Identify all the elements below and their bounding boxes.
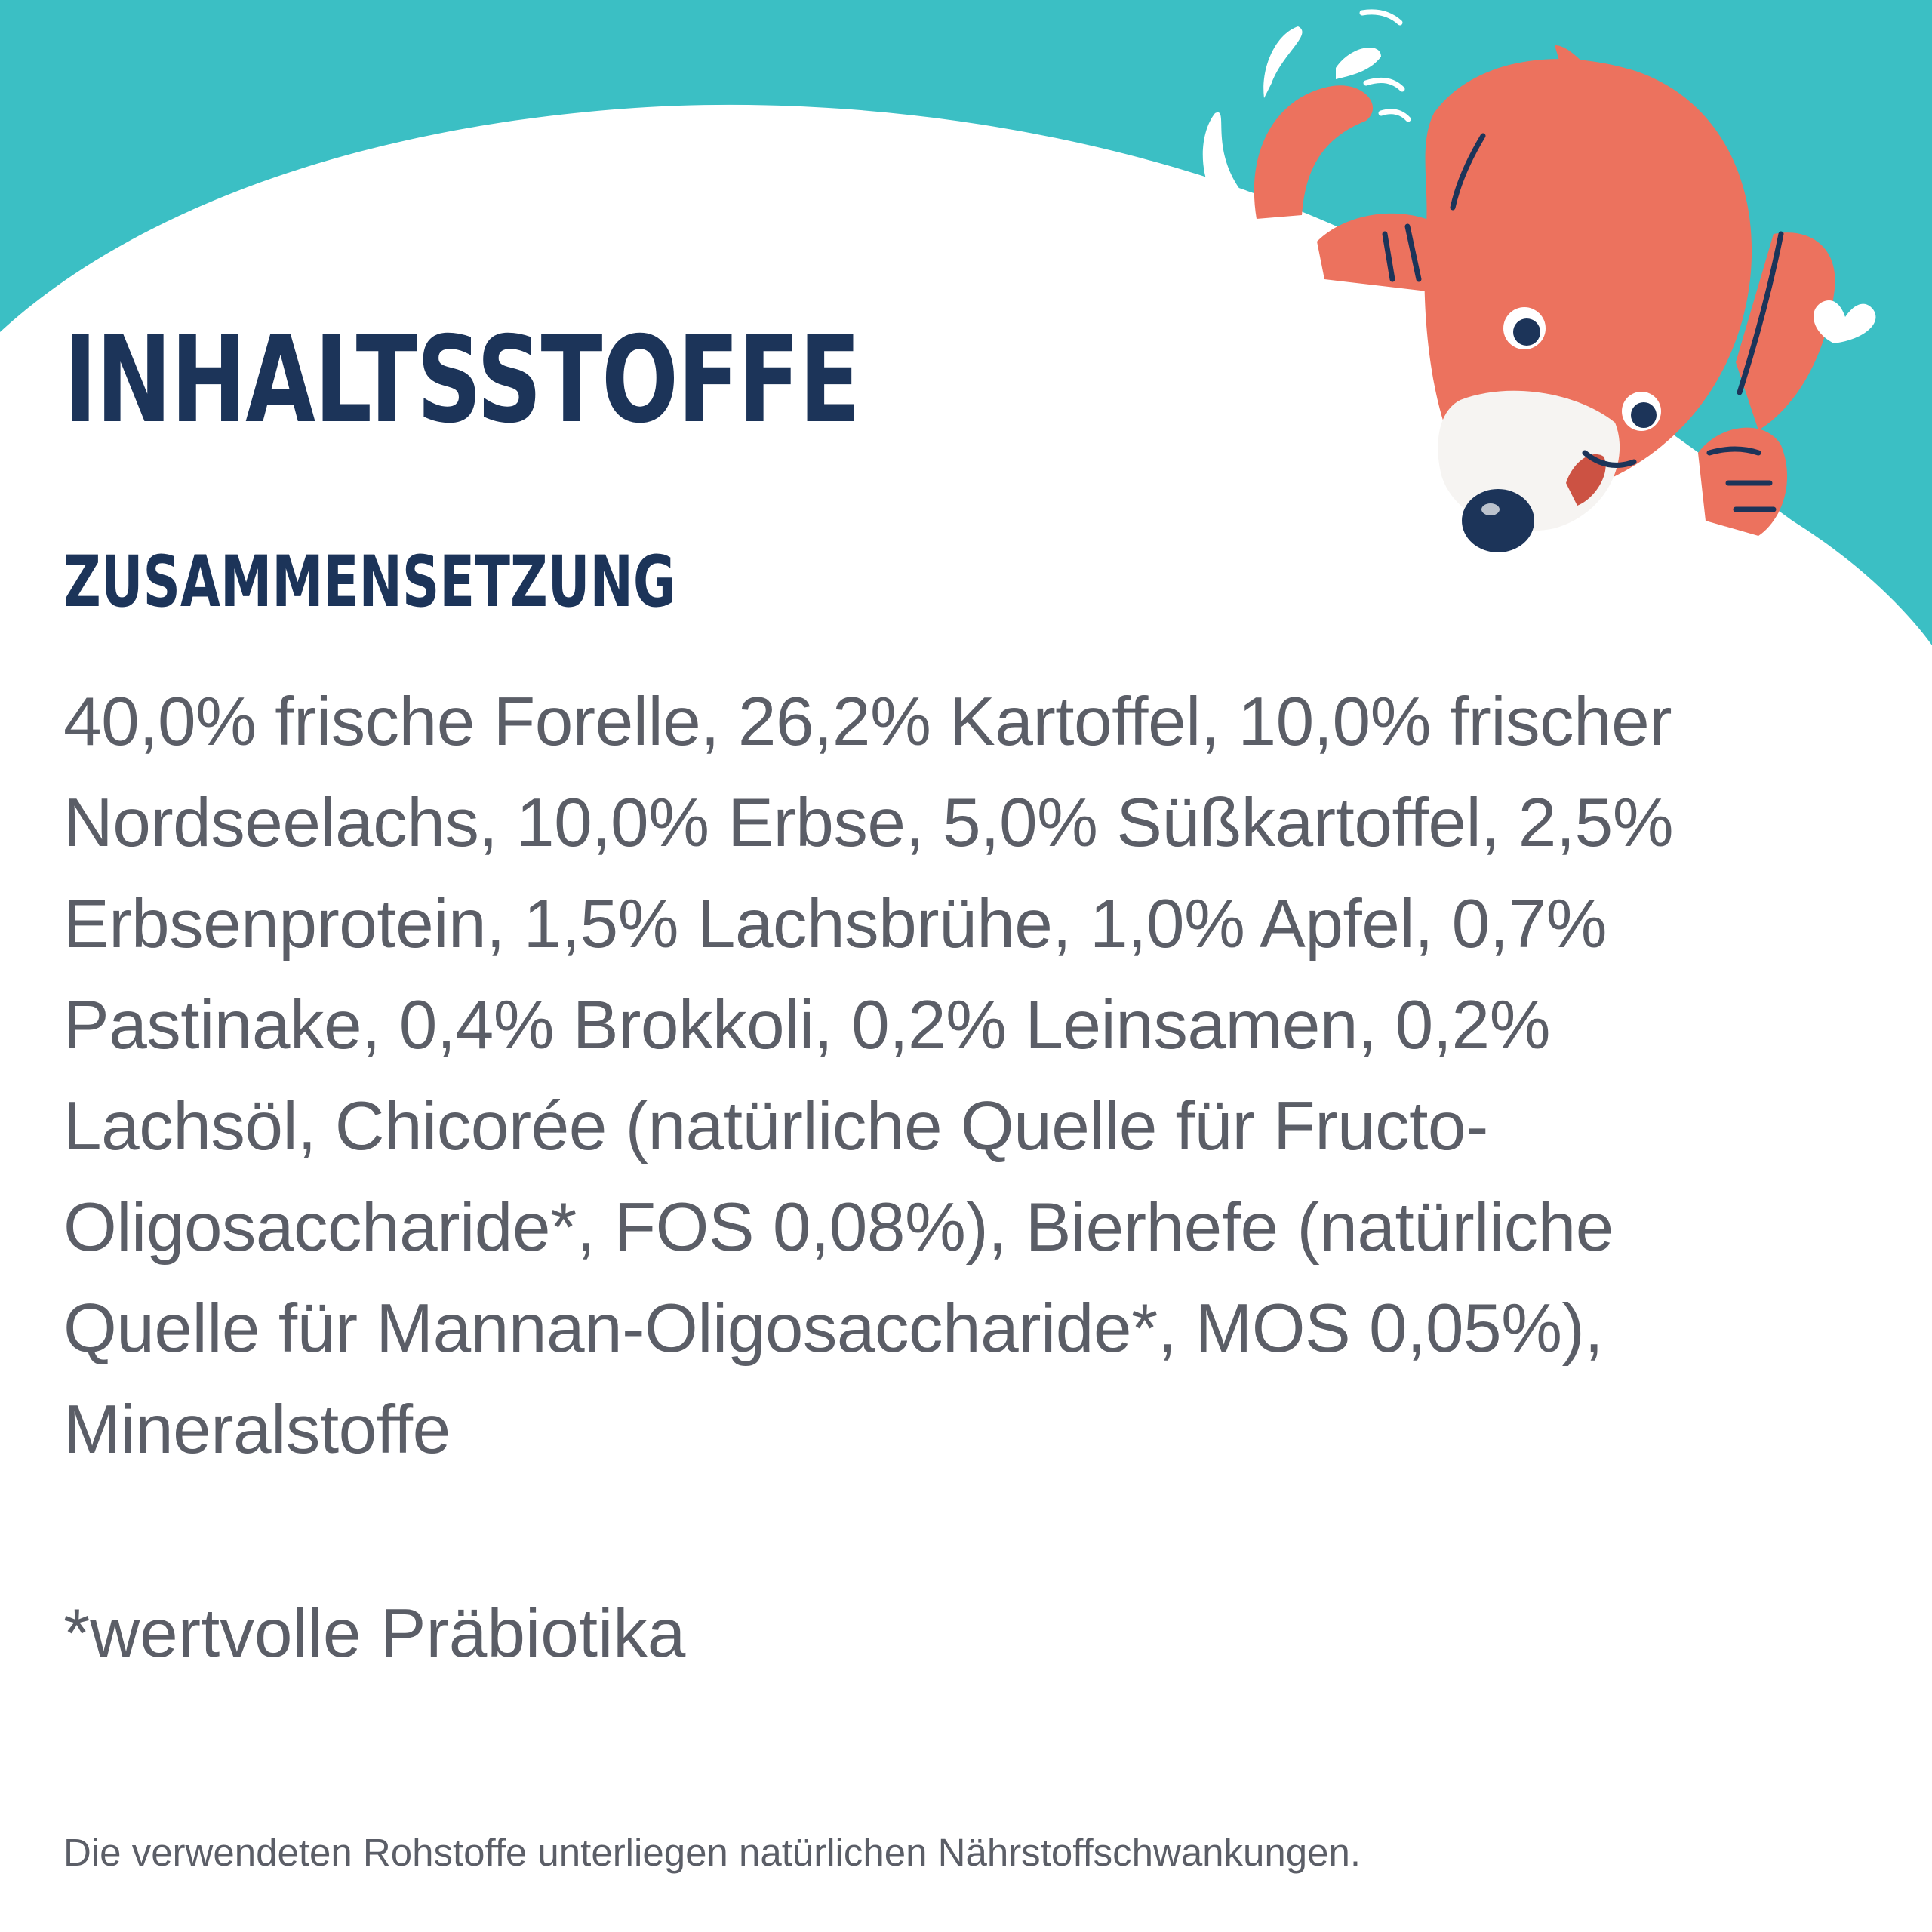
dog-right-ear [1736,232,1835,430]
footnote: *wertvolle Präbiotika [63,1595,686,1672]
page-title: INHALTSSTOFFE [63,311,861,450]
ingredients-text: 40,0% frische Forelle, 26,2% Kartoffel, … [63,672,1875,1481]
ingredients-line: Oligosaccharide*, FOS 0,08%), Bierhefe (… [63,1189,1614,1266]
ingredients-line: Mineralstoffe [63,1392,451,1468]
dog-eyes [1503,307,1661,431]
ingredients-line: 40,0% frische Forelle, 26,2% Kartoffel, … [63,684,1672,760]
motion-lines-icon [1359,9,1411,122]
dog-mascot-illustration [1202,9,1876,552]
heart-icon [1814,300,1876,343]
ingredients-line: Quelle für Mannan-Oligosaccharide*, MOS … [63,1291,1604,1367]
dog-left-ear [1555,45,1592,83]
dog-mouth [1582,450,1637,468]
dog-head [1424,59,1752,494]
dog-nose [1462,489,1534,552]
dog-tail [1202,26,1381,220]
ingredients-line: Erbsenprotein, 1,5% Lachsbrühe, 1,0% Apf… [63,886,1607,962]
dog-tongue [1566,454,1606,506]
section-subtitle: ZUSAMMENSETZUNG [63,541,676,623]
ingredients-line: Pastinake, 0,4% Brokkoli, 0,2% Leinsamen… [63,987,1550,1063]
ingredients-line: Lachsöl, Chicorée (natürliche Quelle für… [63,1088,1488,1164]
ingredients-line: Nordseelachs, 10,0% Erbse, 5,0% Süßkarto… [63,785,1674,861]
disclaimer: Die verwendeten Rohstoffe unterliegen na… [63,1831,1361,1874]
